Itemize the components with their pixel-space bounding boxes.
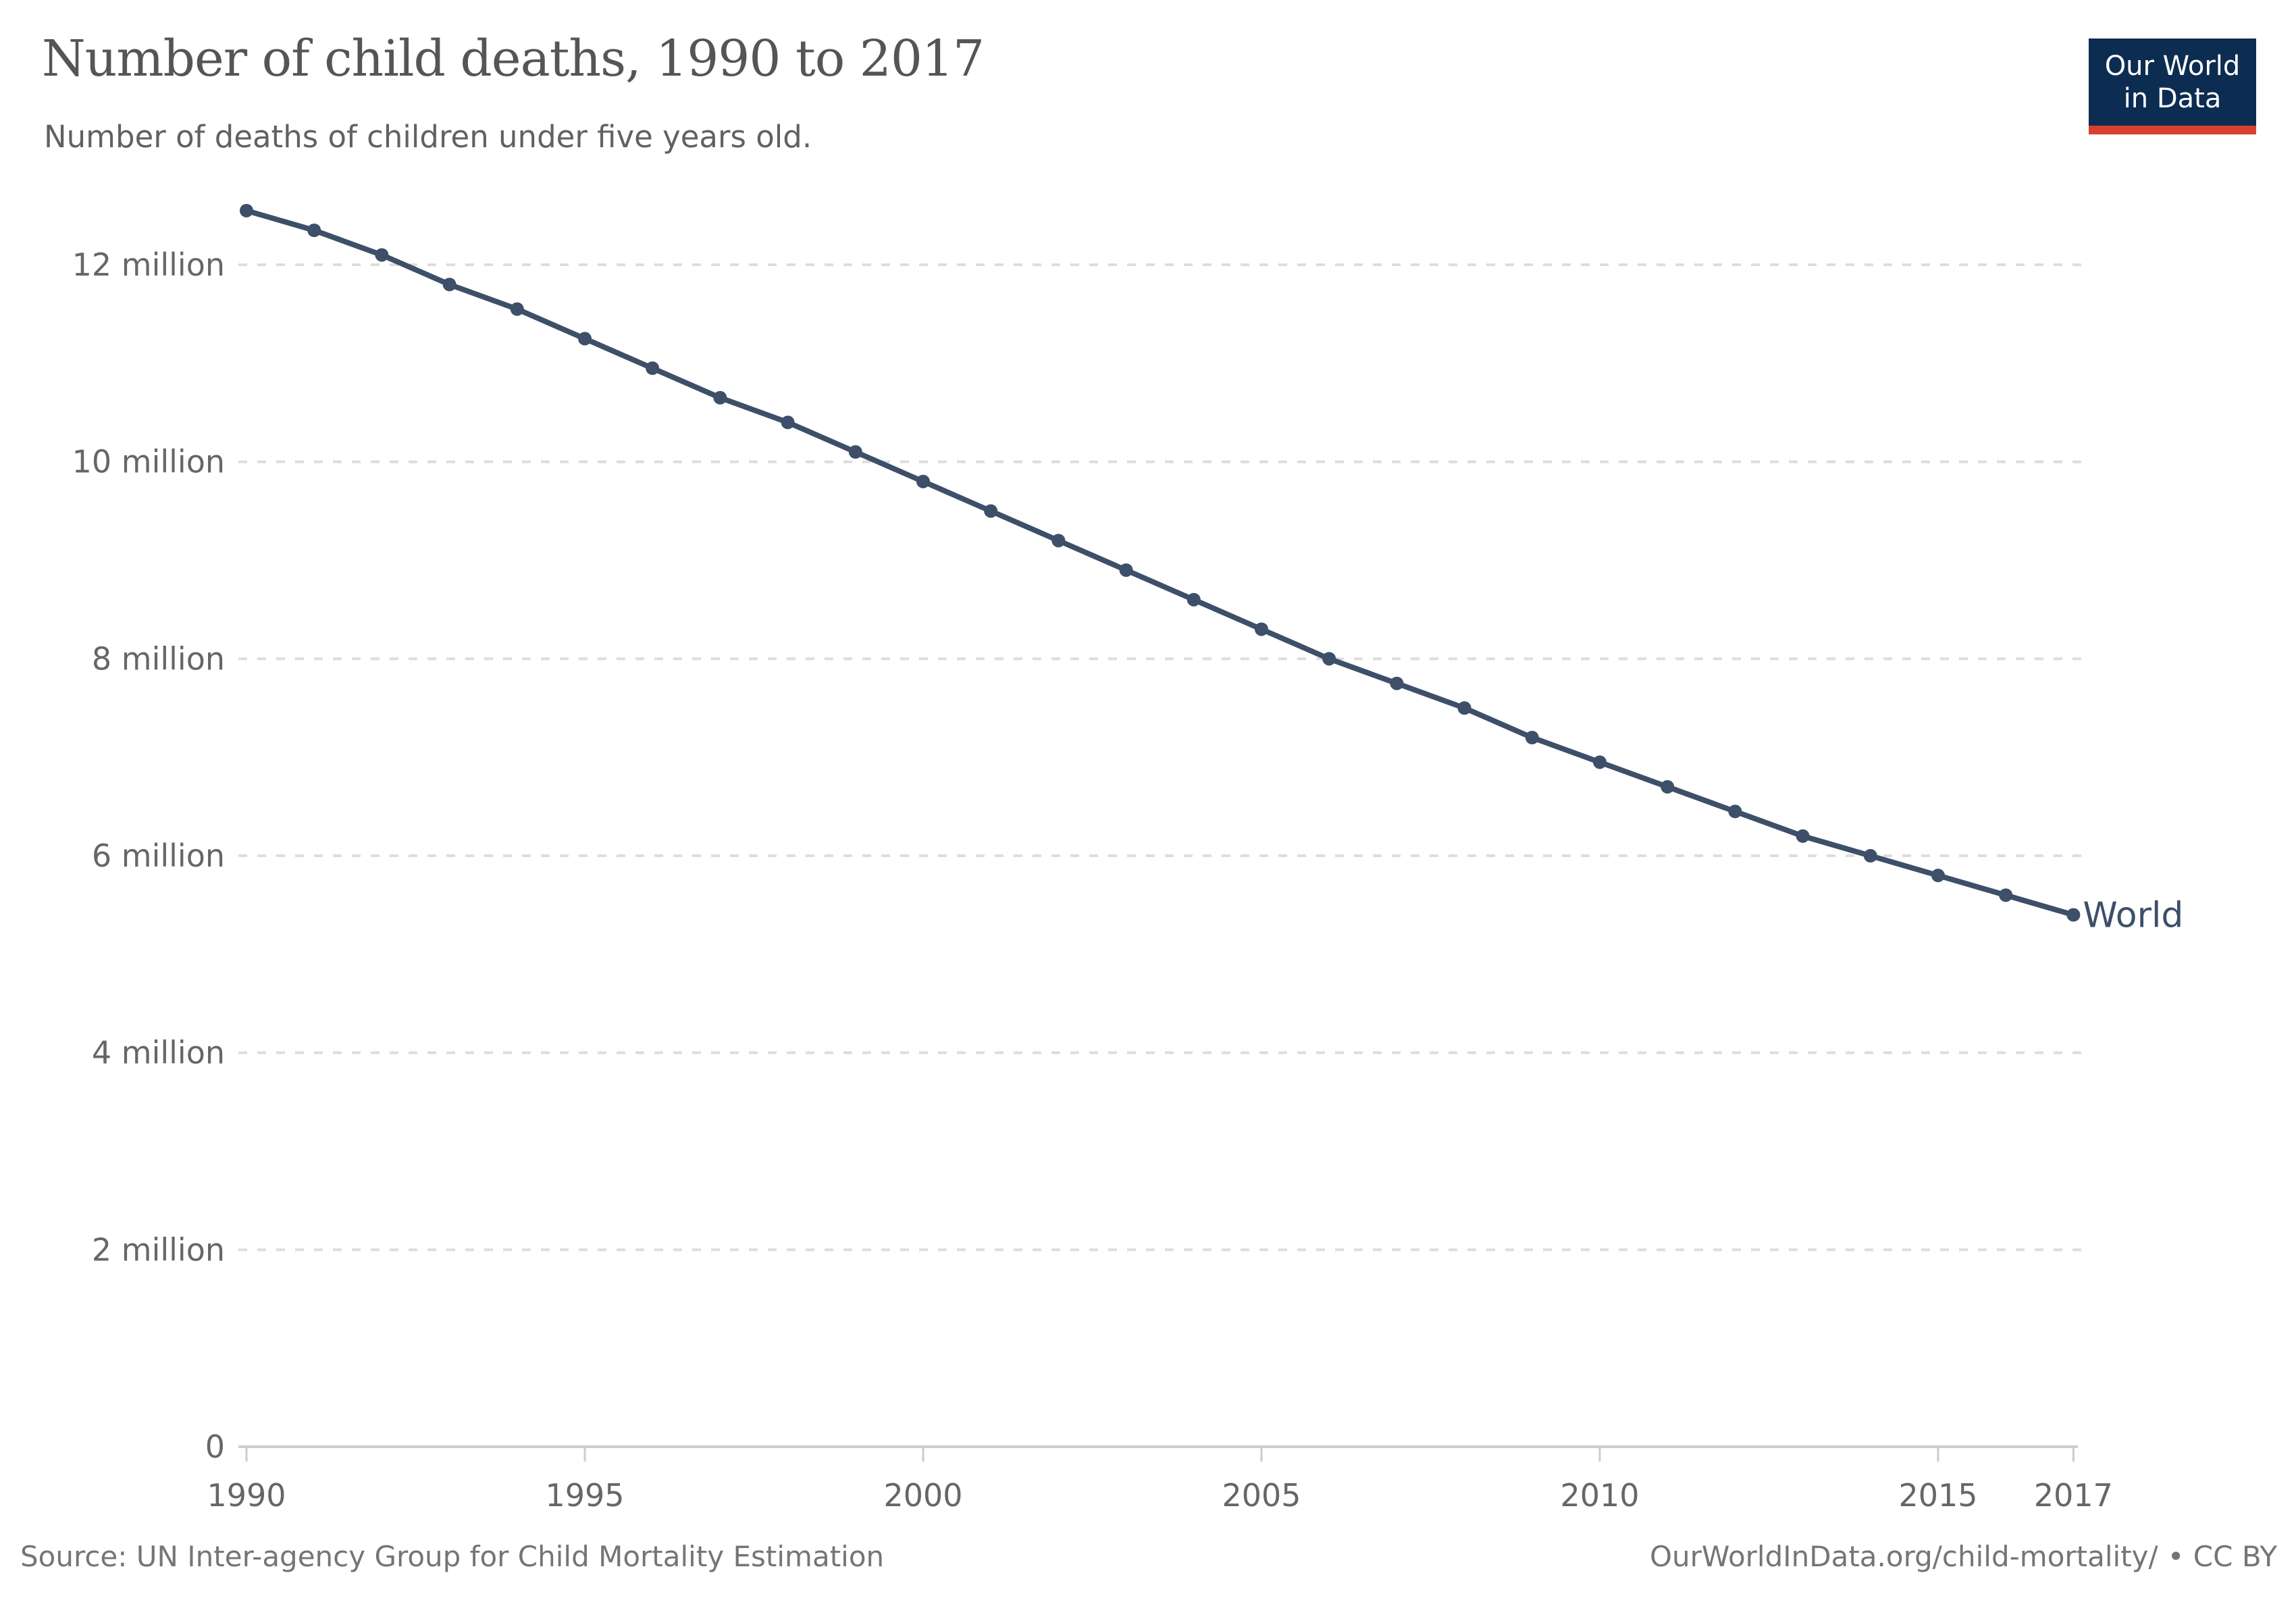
license-label: • CC BY [2167, 1540, 2277, 1573]
data-point-1992[interactable] [375, 248, 389, 262]
y-tick-label: 12 million [72, 247, 225, 283]
owid-logo-line2: in Data [2123, 82, 2222, 114]
chart-footer: Source: UN Inter-agency Group for Child … [0, 1540, 2296, 1580]
data-point-1995[interactable] [578, 332, 592, 346]
data-point-2010[interactable] [1593, 755, 1607, 769]
data-point-1999[interactable] [848, 445, 862, 459]
data-point-1993[interactable] [442, 278, 456, 292]
data-point-2015[interactable] [1931, 869, 1945, 883]
x-tick-label: 2000 [883, 1477, 962, 1514]
data-point-1990[interactable] [240, 203, 253, 217]
footer-right: OurWorldInData.org/child-mortality/ • CC … [1650, 1540, 2277, 1573]
data-point-1996[interactable] [646, 361, 660, 376]
data-point-2013[interactable] [1796, 829, 1810, 843]
series-end-label: World [2083, 896, 2183, 936]
owid-logo-line1: Our World [2104, 50, 2241, 82]
data-point-2014[interactable] [1863, 849, 1877, 863]
data-point-2012[interactable] [1728, 804, 1742, 819]
y-tick-label: 2 million [92, 1231, 225, 1268]
data-point-2003[interactable] [1119, 563, 1133, 577]
x-tick-label: 2010 [1560, 1477, 1639, 1514]
x-tick-label: 2017 [2034, 1477, 2113, 1514]
data-point-2007[interactable] [1390, 676, 1404, 690]
data-point-1994[interactable] [510, 302, 524, 316]
y-tick-label: 10 million [72, 444, 225, 480]
data-point-1997[interactable] [713, 390, 727, 405]
data-point-2006[interactable] [1322, 652, 1336, 666]
x-tick-label: 2005 [1222, 1477, 1301, 1514]
y-tick-label: 0 [205, 1429, 225, 1465]
data-point-2008[interactable] [1457, 701, 1471, 715]
owid-url-link[interactable]: OurWorldInData.org/child-mortality/ [1649, 1540, 2158, 1573]
x-tick-label: 2015 [1898, 1477, 1977, 1514]
data-point-2005[interactable] [1255, 622, 1268, 636]
data-point-2004[interactable] [1186, 592, 1201, 607]
source-note: Source: UN Inter-agency Group for Child … [20, 1540, 885, 1573]
y-tick-label: 8 million [92, 640, 225, 677]
data-point-2009[interactable] [1525, 731, 1539, 745]
data-point-1991[interactable] [307, 223, 321, 237]
data-point-2002[interactable] [1051, 534, 1066, 548]
x-tick-label: 1995 [545, 1477, 624, 1514]
data-point-1998[interactable] [781, 415, 795, 430]
page-title: Number of child deaths, 1990 to 2017 [42, 30, 985, 88]
page-subtitle: Number of deaths of children under five … [44, 119, 812, 155]
owid-logo[interactable]: Our World in Data [2089, 38, 2256, 134]
x-tick-label: 1990 [207, 1477, 286, 1514]
data-point-2000[interactable] [916, 474, 930, 488]
data-point-2016[interactable] [1999, 888, 2013, 902]
data-point-2011[interactable] [1661, 779, 1675, 794]
data-point-2017[interactable] [2066, 908, 2081, 922]
y-tick-label: 4 million [92, 1035, 225, 1071]
y-tick-label: 6 million [92, 838, 225, 874]
data-point-2001[interactable] [984, 504, 998, 518]
series-line-world[interactable] [244, 207, 2077, 918]
